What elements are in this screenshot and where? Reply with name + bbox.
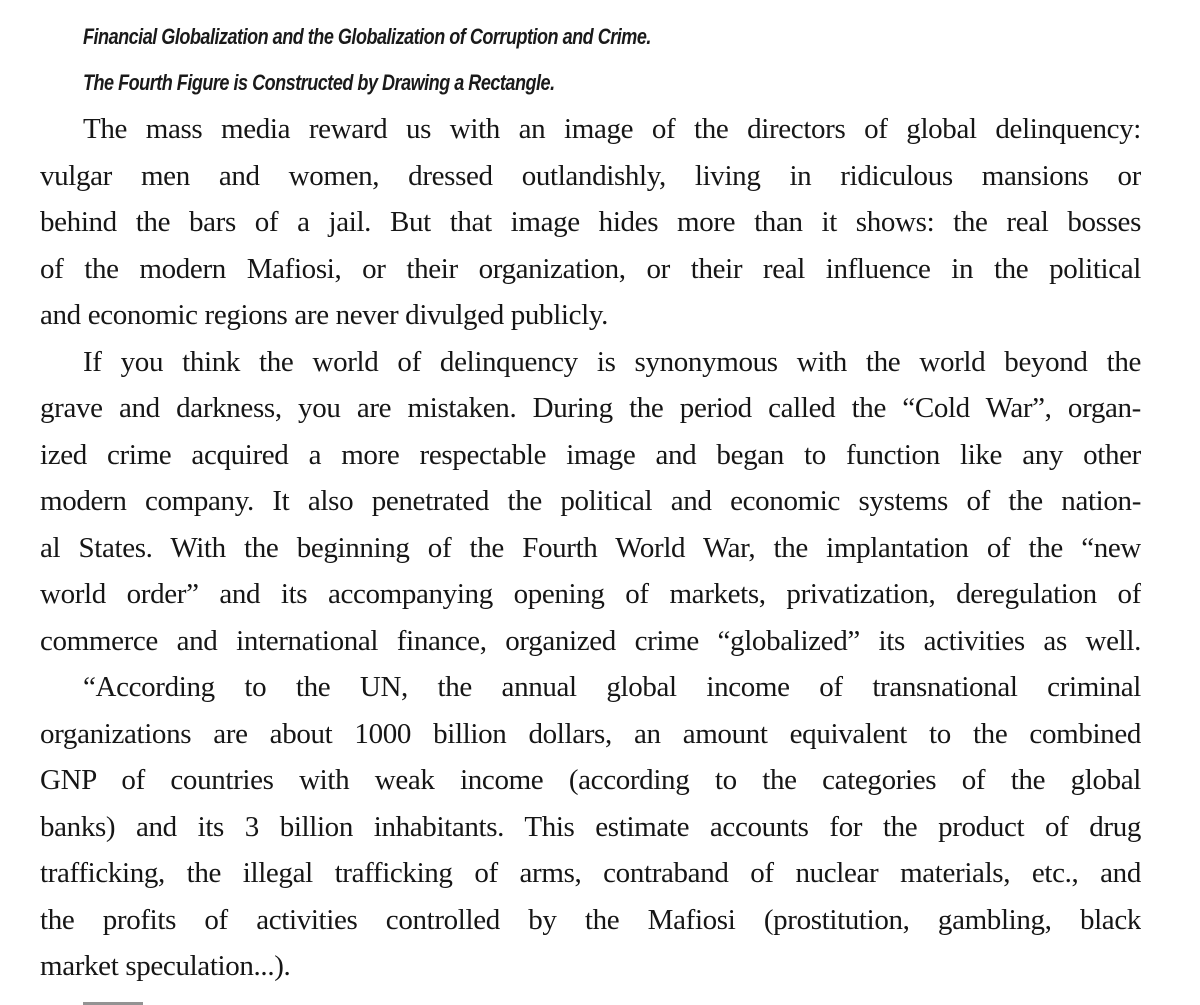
document-page: Financial Globalization and the Globaliz… — [40, 14, 1141, 990]
text-line: world order” and its accompanying openin… — [40, 578, 1141, 610]
text-line: If you think the world of delinquency is… — [83, 345, 1141, 378]
text-line: commerce and international finance, orga… — [40, 624, 1141, 657]
text-line: grave and darkness, you are mistaken. Du… — [40, 392, 1141, 424]
section-heading: Financial Globalization and the Globaliz… — [83, 24, 651, 49]
cropped-text-fragment — [83, 1002, 143, 1005]
paragraph-3: “According to the UN, the annual global … — [40, 664, 1141, 990]
figure-heading: The Fourth Figure is Constructed by Draw… — [83, 70, 555, 95]
text-line: market speculation...). — [40, 950, 291, 982]
body-text: The mass media reward us with an image o… — [40, 106, 1141, 990]
text-line: The mass media reward us with an image o… — [83, 113, 1141, 145]
text-line: banks) and its 3 billion inhabitants. Th… — [40, 810, 1141, 843]
text-line: of the modern Mafiosi, or their organiza… — [40, 252, 1141, 285]
text-line: “According to the UN, the annual global … — [83, 671, 1141, 703]
text-line: al States. With the beginning of the Fou… — [40, 531, 1141, 564]
paragraph-1: The mass media reward us with an image o… — [40, 106, 1141, 339]
text-line: trafficking, the illegal trafficking of … — [40, 857, 1141, 889]
text-line: organizations are about 1000 billion dol… — [40, 717, 1141, 750]
text-line: behind the bars of a jail. But that imag… — [40, 206, 1141, 238]
paragraph-2: If you think the world of delinquency is… — [40, 339, 1141, 665]
text-line: ized crime acquired a more respectable i… — [40, 438, 1141, 471]
text-line: vulgar men and women, dressed outlandish… — [40, 159, 1141, 192]
text-line: GNP of countries with weak income (accor… — [40, 764, 1141, 796]
text-line: modern company. It also penetrated the p… — [40, 485, 1141, 517]
text-line: the profits of activities controlled by … — [40, 903, 1141, 936]
cropped-next-line — [40, 993, 440, 1005]
text-line: and economic regions are never divulged … — [40, 299, 609, 331]
